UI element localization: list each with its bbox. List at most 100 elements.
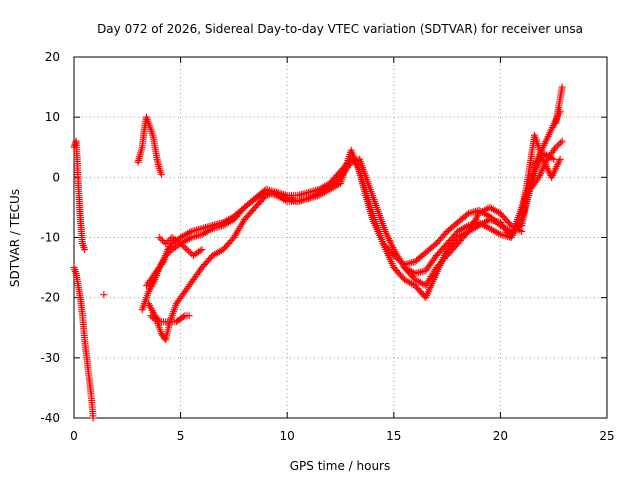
data-point (185, 247, 193, 255)
data-point (185, 228, 193, 236)
x-axis-label: GPS time / hours (290, 459, 391, 473)
y-tick-label: -10 (40, 231, 60, 245)
data-point (486, 203, 494, 211)
data-point (319, 189, 327, 197)
data-point (223, 219, 231, 227)
x-tick-label: 20 (493, 429, 508, 443)
y-tick-label: 10 (45, 110, 60, 124)
data-point (184, 236, 192, 244)
data-point (477, 220, 485, 228)
data-point (328, 184, 336, 192)
data-point (558, 83, 566, 91)
data-point (276, 190, 284, 198)
data-point (558, 137, 566, 145)
data-point (210, 251, 218, 259)
x-tick-label: 5 (177, 429, 185, 443)
data-point (212, 250, 220, 258)
data-point (226, 217, 234, 225)
data-point (216, 248, 224, 256)
data-point (416, 279, 424, 287)
data-point (154, 316, 162, 324)
data-point (482, 217, 490, 225)
data-point (406, 279, 414, 287)
data-point (201, 228, 209, 236)
data-point (534, 175, 542, 183)
data-point (326, 185, 334, 193)
data-point (81, 246, 89, 254)
data-point (182, 230, 190, 238)
data-point (329, 183, 337, 191)
data-point (214, 249, 222, 257)
x-tick-label: 25 (599, 429, 614, 443)
data-point (495, 229, 503, 237)
data-point (180, 243, 188, 251)
data-point (219, 221, 227, 229)
data-point (459, 224, 467, 232)
data-point (177, 234, 185, 241)
y-axis-label: SDTVAR / TECUs (8, 189, 22, 287)
data-point (548, 154, 556, 162)
y-tick-label: -30 (40, 351, 60, 365)
data-point (324, 186, 332, 194)
data-point (278, 191, 286, 199)
data-point (475, 221, 483, 229)
data-point (491, 206, 499, 214)
data-point (251, 194, 259, 202)
data-point (480, 206, 488, 214)
data-point (253, 193, 261, 201)
data-point (404, 278, 412, 286)
data-point (198, 246, 206, 254)
data-point (479, 207, 487, 215)
data-point (486, 224, 494, 232)
data-point (557, 139, 565, 147)
data-points (70, 83, 566, 422)
data-point (411, 276, 419, 284)
data-point (507, 221, 515, 229)
data-point (157, 170, 165, 178)
data-point (509, 222, 517, 230)
data-point (165, 237, 173, 245)
data-point (179, 313, 187, 321)
data-point (512, 224, 520, 232)
data-point (157, 235, 165, 243)
data-point (491, 227, 499, 235)
axis-ticks (73, 56, 608, 419)
data-point (155, 234, 163, 241)
data-point (402, 277, 410, 285)
y-tick-label: 20 (45, 50, 60, 64)
data-point (489, 205, 497, 213)
y-tick-labels: -40 -30 -20 -10 0 10 20 (40, 50, 60, 425)
data-point (180, 231, 188, 239)
data-point (221, 220, 229, 228)
data-point (205, 226, 213, 234)
y-tick-label: -20 (40, 291, 60, 305)
grid-lines (74, 57, 607, 418)
data-point (209, 252, 217, 260)
chart-title: Day 072 of 2026, Sidereal Day-to-day VTE… (97, 22, 583, 36)
x-tick-labels: 0 5 10 15 20 25 (70, 429, 614, 443)
data-point (331, 182, 339, 190)
data-point (317, 190, 325, 198)
data-point (185, 312, 193, 320)
data-point (225, 218, 233, 226)
data-point (273, 188, 281, 196)
data-point (321, 188, 329, 196)
data-point (280, 192, 288, 200)
data-point (550, 155, 558, 163)
data-point (333, 181, 341, 189)
data-point (475, 209, 483, 217)
data-point (544, 152, 552, 160)
data-point (480, 218, 488, 226)
data-point (182, 237, 190, 245)
data-point (163, 250, 171, 258)
data-point (198, 230, 206, 238)
data-point (400, 276, 408, 284)
data-point (553, 142, 561, 150)
data-point (552, 143, 560, 151)
data-point (89, 414, 97, 422)
data-point (158, 237, 166, 245)
data-point (516, 226, 524, 234)
data-point (484, 223, 492, 231)
data-point (489, 226, 497, 234)
